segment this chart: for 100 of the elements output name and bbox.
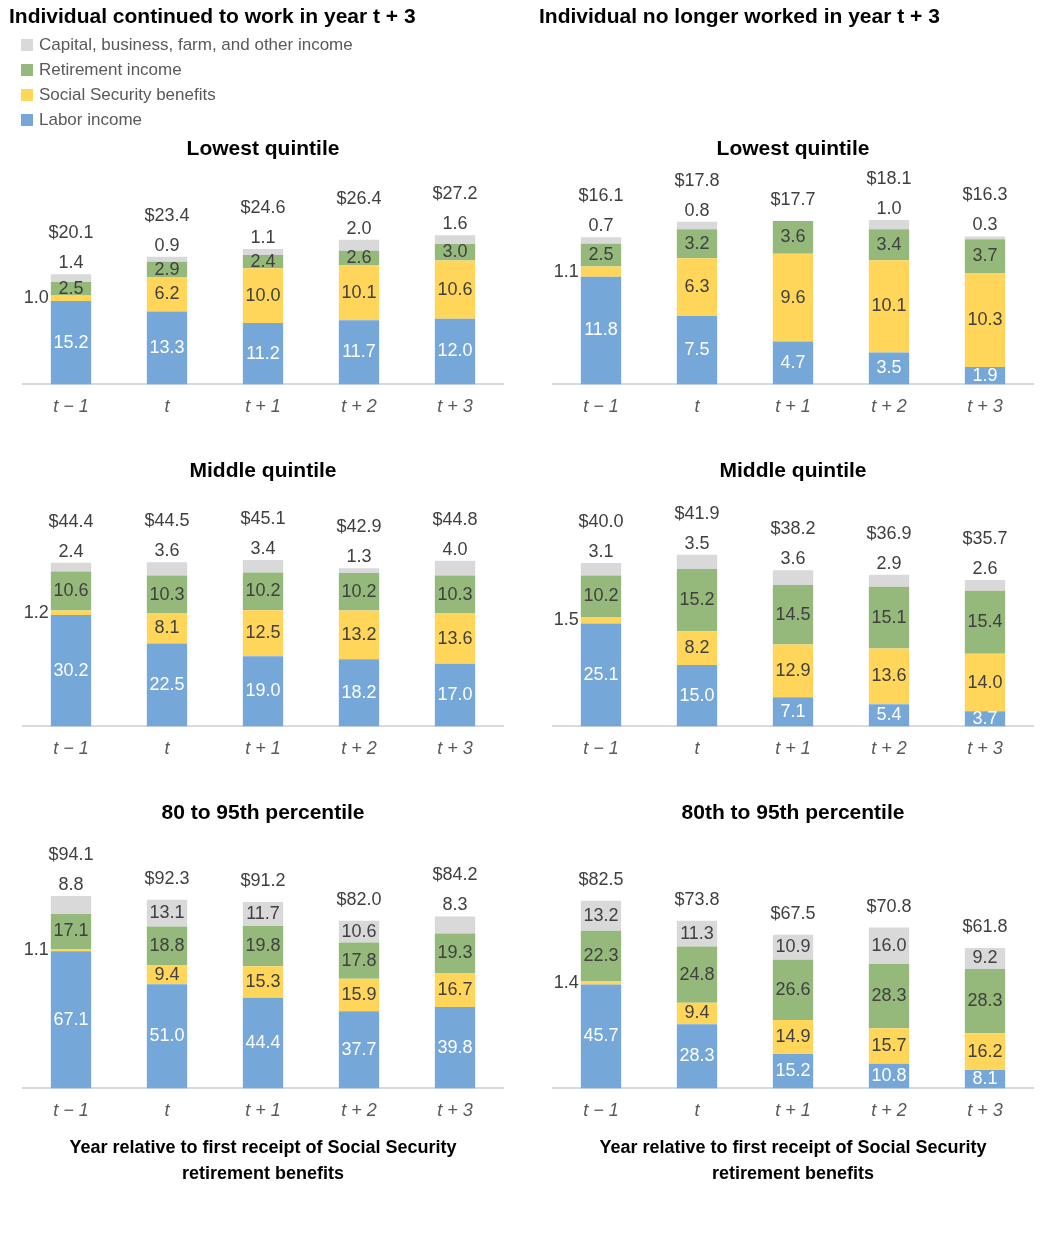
x-tick-label: t + 3: [967, 738, 1003, 759]
data-label: 19.3: [437, 942, 473, 963]
data-label: 13.2: [341, 623, 377, 644]
x-tick-label: t: [164, 396, 171, 417]
data-label: 3.7: [972, 707, 998, 728]
bar: [338, 1011, 380, 1089]
total-label: $23.4: [144, 204, 190, 225]
data-label: 8.1: [972, 1068, 998, 1089]
total-label: $40.0: [578, 510, 624, 531]
data-label: 2.9: [876, 552, 902, 573]
bar: [580, 981, 622, 985]
data-label: 15.1: [871, 606, 907, 627]
bar: [580, 984, 622, 1089]
total-label: $38.2: [770, 518, 816, 539]
bar: [50, 295, 92, 302]
total-label: $24.6: [240, 197, 286, 218]
x-tick-label: t − 1: [583, 738, 619, 759]
data-label: 1.9: [972, 364, 998, 385]
x-tick-label: t + 1: [245, 1100, 281, 1121]
x-tick-label: t + 2: [871, 396, 907, 417]
legend-label: Retirement income: [38, 58, 183, 81]
data-label: 13.1: [149, 902, 185, 923]
data-label: 0.3: [972, 214, 998, 235]
data-label: 3.6: [154, 540, 180, 561]
bar: [146, 643, 188, 727]
bar: [146, 256, 188, 262]
bar: [242, 249, 284, 256]
bar: [50, 951, 92, 1089]
bar: [772, 341, 814, 385]
data-label: 39.8: [437, 1036, 473, 1057]
total-label: $17.7: [770, 188, 816, 209]
data-label: 3.6: [780, 226, 806, 247]
data-label: 1.1: [23, 939, 49, 960]
data-label: 28.3: [871, 985, 907, 1006]
x-tick-label: t + 2: [871, 738, 907, 759]
data-label: 5.4: [876, 704, 902, 725]
x-tick-label: t + 2: [871, 1100, 907, 1121]
x-tick-label: t + 2: [341, 738, 377, 759]
bar: [964, 272, 1006, 368]
data-label: 0.8: [684, 199, 710, 220]
data-label: 11.7: [342, 341, 376, 362]
data-label: 3.0: [442, 241, 468, 262]
data-label: 3.4: [876, 233, 902, 254]
data-label: 10.2: [245, 580, 281, 601]
data-label: 17.0: [437, 684, 473, 705]
data-label: 1.1: [250, 227, 276, 248]
data-label: 3.5: [876, 357, 902, 378]
data-label: 1.1: [553, 260, 579, 281]
data-label: 18.2: [341, 681, 377, 702]
data-label: 6.3: [684, 276, 710, 297]
chart-title: 80th to 95th percentile: [681, 800, 905, 824]
data-label: 45.7: [583, 1025, 619, 1046]
total-label: $36.9: [866, 522, 912, 543]
total-label: $70.8: [866, 895, 912, 916]
x-tick-label: t − 1: [53, 1100, 89, 1121]
x-tick-label: t + 2: [341, 1100, 377, 1121]
bar: [676, 569, 718, 632]
data-label: 15.0: [679, 684, 715, 705]
data-label: 0.7: [588, 215, 614, 236]
x-tick-label: t − 1: [583, 1100, 619, 1121]
data-label: 13.6: [437, 627, 473, 648]
data-label: 10.2: [583, 585, 619, 606]
bar: [868, 586, 910, 649]
bar: [676, 664, 718, 727]
data-label: 1.5: [553, 609, 579, 630]
total-label: $91.2: [240, 869, 286, 890]
bar: [580, 266, 622, 277]
chart-subtitle: Lowest quintile: [186, 136, 340, 160]
chart-title: Individual no longer worked in year t + 3: [539, 4, 940, 28]
total-label: $26.4: [336, 187, 382, 208]
bar: [434, 560, 476, 576]
x-axis-title: Year relative to first receipt of Social Security retirement benefits: [598, 1136, 988, 1185]
bar: [50, 301, 92, 385]
data-label: 44.4: [245, 1031, 281, 1052]
data-label: 10.9: [775, 936, 811, 957]
data-label: 15.3: [245, 970, 281, 991]
data-label: 12.5: [245, 622, 281, 643]
data-label: 3.2: [684, 232, 710, 253]
x-tick-label: t − 1: [583, 396, 619, 417]
legend-label: Labor income: [38, 108, 143, 131]
data-label: 1.0: [23, 287, 49, 308]
bar: [676, 315, 718, 385]
bar: [676, 221, 718, 230]
total-label: $84.2: [432, 864, 478, 885]
x-tick-label: t + 3: [967, 396, 1003, 417]
x-tick-label: t + 3: [437, 738, 473, 759]
legend-label: Capital, business, farm, and other income: [38, 33, 353, 56]
x-tick-label: t − 1: [53, 738, 89, 759]
data-label: 10.1: [871, 295, 907, 316]
data-label: 37.7: [341, 1038, 377, 1059]
total-label: $73.8: [674, 888, 720, 909]
data-label: 10.3: [967, 308, 1003, 329]
total-label: $44.5: [144, 510, 190, 531]
x-tick-label: t + 1: [775, 396, 811, 417]
data-label: 14.0: [967, 671, 1003, 692]
data-label: 51.0: [149, 1025, 185, 1046]
bar: [242, 268, 284, 324]
data-label: 2.6: [346, 246, 372, 267]
data-label: 2.4: [58, 540, 84, 561]
bar: [146, 562, 188, 576]
